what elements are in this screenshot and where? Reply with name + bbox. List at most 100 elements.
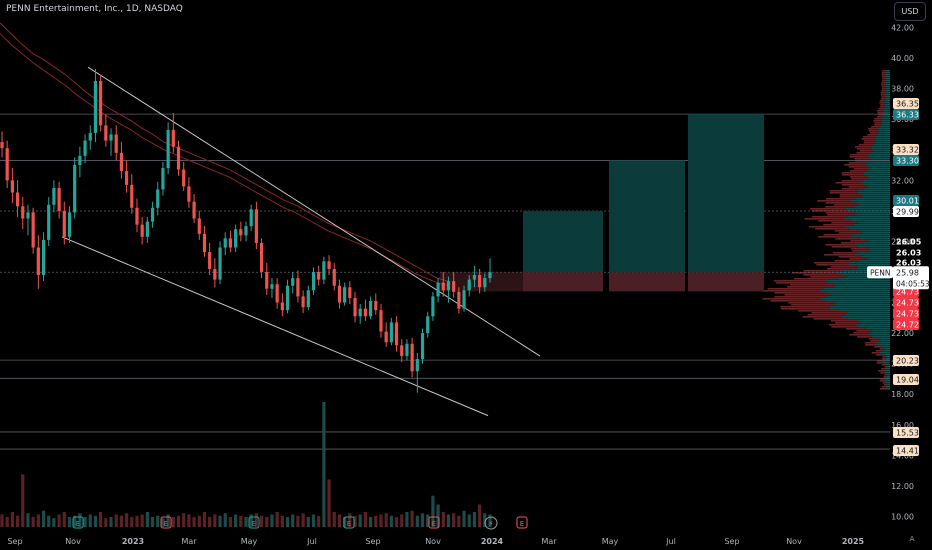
candle-body	[239, 229, 243, 236]
profile-bar-down	[880, 94, 886, 96]
volume-bar	[249, 514, 253, 527]
profile-bar-up	[835, 304, 890, 306]
profile-bar-up	[845, 226, 890, 228]
volume-bar	[114, 514, 118, 527]
price-label: 26.03	[896, 249, 921, 258]
x-axis-tick-label: Nov	[65, 537, 81, 546]
profile-bar-down	[773, 280, 827, 282]
profile-bar-up	[870, 168, 890, 170]
profile-bar-down	[818, 236, 851, 238]
profile-bar-down	[835, 322, 860, 324]
price-label: 36.33	[896, 111, 919, 120]
profile-bar-up	[882, 350, 890, 352]
profile-bar-down	[881, 368, 886, 370]
candle-body	[197, 218, 201, 234]
candle-body	[156, 189, 160, 208]
profile-bar-down	[849, 170, 868, 172]
profile-bar-down	[824, 254, 854, 256]
profile-bar-up	[879, 352, 890, 354]
candle-body	[452, 281, 456, 292]
profile-bar-up	[855, 214, 890, 216]
candle-body	[353, 297, 357, 317]
candle-body	[431, 296, 435, 317]
profile-bar-up	[880, 120, 890, 122]
profile-bar-up	[886, 376, 890, 378]
profile-bar-up	[826, 296, 890, 298]
candle-body	[176, 146, 181, 170]
profile-bar-down	[770, 300, 825, 302]
profile-bar-down	[856, 152, 872, 154]
profile-bar-up	[865, 328, 890, 330]
profile-bar-up	[885, 88, 890, 90]
candle-body	[270, 284, 274, 289]
volume-bar	[52, 518, 56, 527]
volume-bar	[379, 514, 383, 527]
volume-bar	[337, 514, 342, 527]
profile-bar-down	[856, 330, 872, 332]
candle-body	[182, 169, 186, 187]
x-axis-tick-label: 2023	[122, 537, 144, 546]
countdown-label: 04:05:53	[896, 279, 930, 288]
profile-bar-up	[835, 284, 890, 286]
volume-bar	[99, 512, 103, 527]
event-marker-label: E	[432, 520, 436, 528]
profile-bar-up	[842, 274, 890, 276]
volume-bar	[394, 517, 399, 527]
candle-body	[337, 285, 342, 303]
profile-bar-down	[881, 80, 886, 82]
candle-body	[384, 331, 388, 343]
profile-bar-down	[853, 332, 870, 334]
candle-body	[10, 180, 14, 193]
candle-body	[327, 261, 331, 269]
candle-body	[394, 322, 399, 346]
x-axis-tick-label: 2025	[842, 537, 865, 546]
profile-bar-up	[870, 158, 890, 160]
profile-bar-down	[803, 270, 843, 272]
moving-average-line	[0, 33, 449, 287]
profile-bar-up	[832, 294, 890, 296]
volume-bar	[254, 513, 258, 527]
event-marker-label: E	[520, 520, 524, 528]
profile-bar-up	[882, 360, 890, 362]
profile-bar-up	[819, 298, 890, 300]
x-axis-tick-label: Sep	[7, 537, 22, 546]
candle-body	[462, 290, 466, 309]
volume-bar	[187, 514, 191, 527]
candle-body	[374, 301, 378, 311]
candle-body	[83, 140, 87, 156]
profile-bar-down	[881, 74, 886, 76]
profile-bar-down	[867, 134, 878, 136]
profile-bar-up	[859, 260, 890, 262]
profile-bar-down	[878, 108, 884, 110]
profile-bar-down	[849, 334, 868, 336]
profile-bar-up	[884, 100, 890, 102]
profile-bar-down	[881, 86, 886, 88]
currency-button[interactable]: USD	[894, 2, 926, 21]
profile-bar-up	[884, 378, 890, 380]
auto-scale-button[interactable]: A	[909, 535, 915, 543]
volume-bar	[244, 517, 248, 527]
y-axis-tick-label: 38.00	[891, 85, 914, 94]
price-label-box	[893, 98, 919, 109]
volume-bar	[389, 515, 393, 527]
profile-bar-down	[850, 154, 869, 156]
stop-zone	[609, 272, 685, 292]
profile-bar-down	[857, 336, 872, 338]
symbol-title: PENN Entertainment, Inc., 1D, NASDAQ	[6, 4, 183, 14]
profile-bar-up	[886, 384, 890, 386]
price-label: 19.04	[896, 376, 919, 385]
candle-body	[478, 275, 482, 288]
profile-bar-down	[774, 292, 827, 294]
earnings-marker	[343, 516, 355, 529]
profile-bar-up	[881, 346, 890, 348]
profile-bar-up	[885, 98, 890, 100]
volume-bar	[296, 515, 300, 527]
candle-body	[301, 296, 305, 308]
profile-bar-down	[791, 272, 837, 274]
profile-bar-up	[885, 364, 890, 366]
profile-bar-up	[862, 194, 890, 196]
candle-body	[208, 252, 212, 269]
profile-bar-up	[857, 222, 890, 224]
profile-bar-up	[884, 348, 890, 350]
